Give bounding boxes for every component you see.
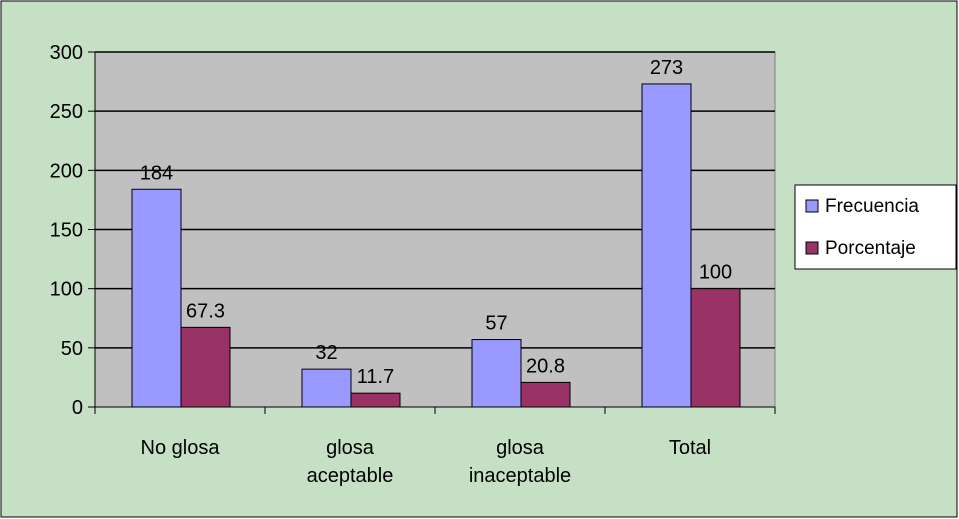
- legend-swatch-porcentaje: [805, 241, 819, 255]
- data-label-frecuencia: 273: [650, 57, 683, 79]
- category-label-line: glosa: [496, 437, 545, 459]
- y-tick-label: 300: [50, 42, 83, 64]
- data-label-frecuencia: 57: [485, 313, 507, 335]
- legend-label-frecuencia: Frecuencia: [825, 196, 919, 217]
- y-tick-label: 250: [50, 101, 83, 123]
- y-tick-label: 200: [50, 160, 83, 182]
- y-tick-label: 0: [72, 397, 83, 419]
- category-label-line: aceptable: [307, 465, 394, 487]
- category-label: glosa aceptable: [307, 437, 394, 487]
- bar-porcentaje: [520, 381, 571, 408]
- bar-frecuencia: [641, 83, 692, 408]
- data-label-frecuencia: 184: [140, 162, 173, 184]
- data-label-porcentaje: 20.8: [526, 355, 565, 377]
- category-label-line: Total: [669, 437, 711, 459]
- category-label-line: inaceptable: [469, 465, 571, 487]
- category-label: Total: [669, 437, 711, 459]
- legend-label-porcentaje: Porcentaje: [825, 238, 916, 259]
- category-label-line: No glosa: [141, 437, 221, 459]
- bar-porcentaje: [180, 326, 231, 408]
- data-label-porcentaje: 67.3: [186, 300, 225, 322]
- y-tick-label: 50: [61, 338, 83, 360]
- data-label-frecuencia: 32: [315, 342, 337, 364]
- axes: 0 50 100 150 200 250 300 No glosa glosa aceptable…: [50, 42, 776, 487]
- bars: [131, 83, 741, 408]
- category-label-line: glosa: [326, 437, 375, 459]
- bar-frecuencia: [301, 368, 352, 408]
- y-tick-label: 100: [50, 279, 83, 301]
- legend-swatch-frecuencia: [805, 199, 819, 213]
- bar-porcentaje: [350, 392, 401, 408]
- legend: Frecuencia Porcentaje: [794, 184, 957, 270]
- y-tick-label: 150: [50, 220, 83, 242]
- data-labels: 184 32 57 273 67.3 11.7 20.8 100: [140, 57, 732, 388]
- legend-box: [794, 184, 957, 270]
- bar-porcentaje: [690, 288, 741, 408]
- bar-frecuencia: [471, 339, 522, 408]
- bar-frecuencia: [131, 188, 182, 408]
- category-label: No glosa: [141, 437, 221, 459]
- category-label: glosa inaceptable: [469, 437, 571, 487]
- data-label-porcentaje: 11.7: [357, 366, 394, 388]
- data-label-porcentaje: 100: [699, 262, 732, 284]
